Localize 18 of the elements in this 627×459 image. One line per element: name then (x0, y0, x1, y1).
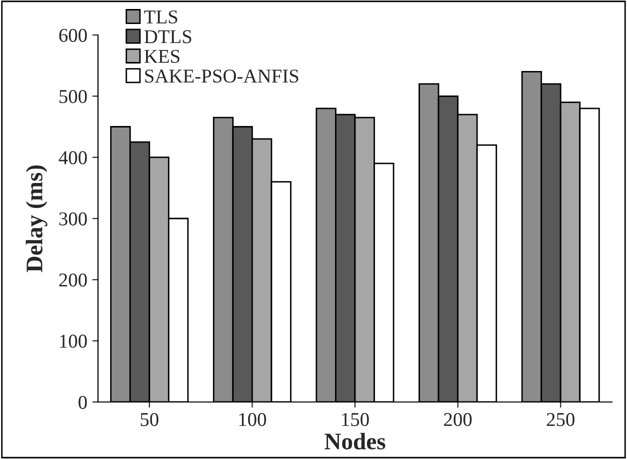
x-tick-label: 250 (546, 412, 574, 426)
legend-label: TLS (144, 10, 178, 24)
y-tick-label: 200 (59, 273, 87, 287)
legend-label: KES (144, 50, 180, 63)
x-tick-label: 200 (444, 412, 472, 426)
y-tick-label: 300 (59, 212, 87, 226)
y-tick-label: 400 (58, 151, 87, 164)
y-axis-title: Delay (ms) (26, 165, 48, 272)
y-tick-label: 500 (60, 90, 87, 104)
legend-label: DTLS (144, 30, 192, 44)
y-tick-label: 600 (59, 28, 87, 42)
x-tick-label: 150 (342, 412, 369, 426)
x-tick-label: 50 (140, 412, 158, 426)
x-tick-label: 100 (239, 412, 266, 426)
y-tick-label: 0 (78, 396, 87, 409)
x-axis-title: Nodes (324, 432, 386, 450)
legend-label: SAKE-PSO-ANFIS (145, 70, 298, 83)
y-tick-label: 100 (60, 334, 87, 348)
